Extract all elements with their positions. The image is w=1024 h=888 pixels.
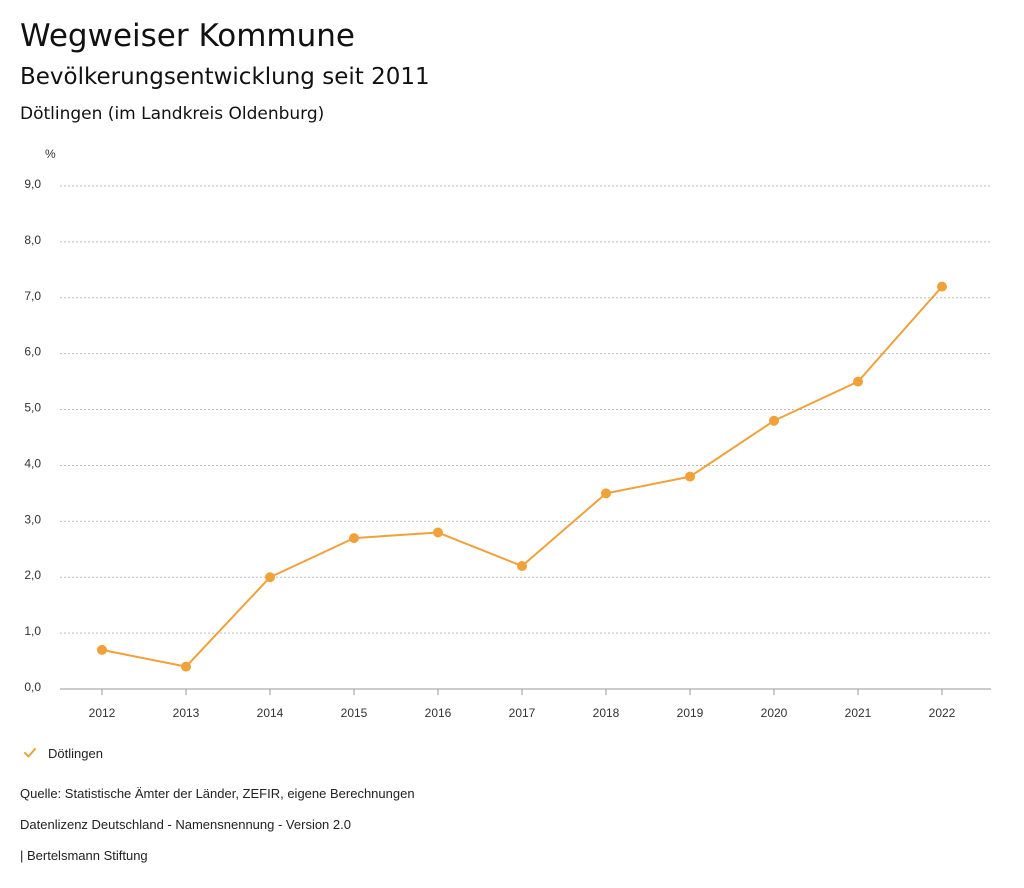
credit-note: | Bertelsmann Stiftung bbox=[20, 848, 148, 863]
y-tick-label: 3,0 bbox=[24, 512, 41, 526]
page-title: Wegweiser Kommune bbox=[20, 18, 355, 54]
grid-layer bbox=[60, 185, 991, 690]
y-axis-ticks: 0,0 1,0 2,0 3,0 4,0 5,0 6,0 7,0 8,0 9,0 bbox=[24, 177, 41, 694]
license-note: Datenlizenz Deutschland - Namensnennung … bbox=[20, 817, 351, 832]
y-tick-label: 0,0 bbox=[24, 680, 41, 694]
data-point[interactable] bbox=[433, 527, 443, 538]
data-point[interactable] bbox=[601, 488, 611, 499]
region-label: Dötlingen (im Landkreis Oldenburg) bbox=[20, 104, 325, 124]
data-point[interactable] bbox=[181, 661, 191, 672]
data-point[interactable] bbox=[349, 533, 359, 544]
x-tick-label: 2020 bbox=[761, 706, 788, 720]
chart-subtitle: Bevölkerungsentwicklung seit 2011 bbox=[20, 64, 430, 90]
x-tick-label: 2015 bbox=[341, 706, 368, 720]
legend[interactable]: Dötlingen bbox=[22, 745, 103, 761]
x-tick-label: 2014 bbox=[257, 706, 284, 720]
x-axis-ticks: 2012 2013 2014 2015 2016 2017 2018 2019 2020 2021… bbox=[89, 689, 956, 720]
series-layer bbox=[97, 281, 947, 672]
x-tick-label: 2022 bbox=[929, 706, 956, 720]
y-tick-label: 7,0 bbox=[24, 289, 41, 303]
check-icon[interactable] bbox=[22, 745, 38, 761]
y-tick-label: 6,0 bbox=[24, 345, 41, 359]
y-tick-label: 5,0 bbox=[24, 401, 41, 415]
y-tick-label: 8,0 bbox=[24, 233, 41, 247]
y-tick-label: 1,0 bbox=[24, 624, 41, 638]
data-point[interactable] bbox=[769, 415, 779, 426]
x-tick-label: 2017 bbox=[509, 706, 536, 720]
legend-item-label[interactable]: Dötlingen bbox=[48, 745, 103, 761]
data-point[interactable] bbox=[517, 561, 527, 572]
x-tick-label: 2013 bbox=[173, 706, 200, 720]
x-tick-label: 2012 bbox=[89, 706, 116, 720]
y-tick-label: 2,0 bbox=[24, 568, 41, 582]
series-line bbox=[101, 285, 943, 668]
x-tick-label: 2018 bbox=[593, 706, 620, 720]
data-point[interactable] bbox=[265, 572, 275, 583]
line-chart: % 0,01,02,03,04,05,06,07,08,09,0 2012 201… bbox=[24, 147, 991, 720]
x-tick-label: 2021 bbox=[845, 706, 872, 720]
y-tick-label: 9,0 bbox=[24, 177, 41, 191]
x-tick-label: 2019 bbox=[677, 706, 704, 720]
data-point[interactable] bbox=[937, 281, 947, 292]
y-tick-label: 4,0 bbox=[24, 456, 41, 470]
data-point[interactable] bbox=[97, 644, 107, 655]
y-axis-unit-label: % bbox=[45, 147, 56, 161]
data-point[interactable] bbox=[853, 376, 863, 387]
x-tick-label: 2016 bbox=[425, 706, 452, 720]
data-point[interactable] bbox=[685, 471, 695, 482]
source-note: Quelle: Statistische Ämter der Länder, Z… bbox=[20, 786, 415, 801]
